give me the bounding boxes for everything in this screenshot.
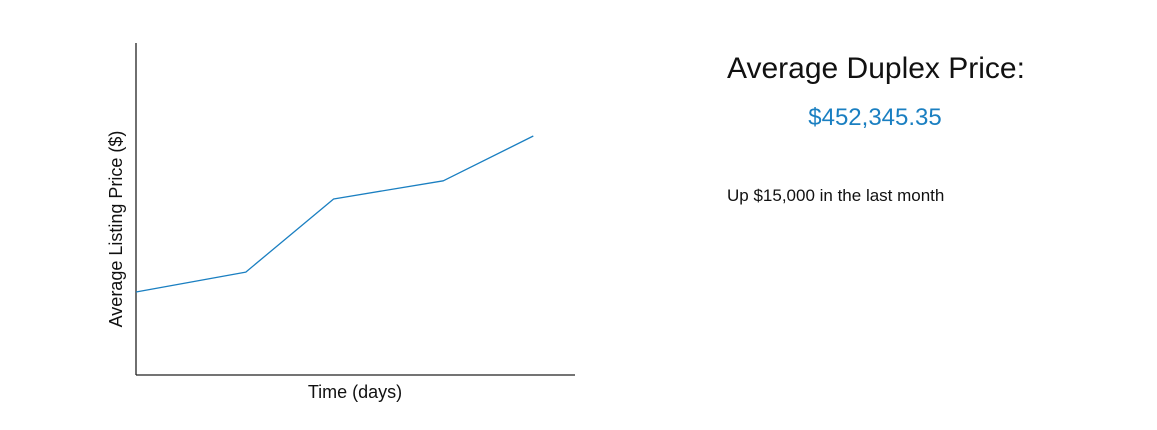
summary-title: Average Duplex Price:: [727, 52, 1025, 85]
x-axis-label: Time (days): [308, 382, 402, 402]
average-price-value: $452,345.35: [808, 104, 942, 131]
price-change-note: Up $15,000 in the last month: [727, 186, 945, 205]
price-trend-chart: Time (days) Average Listing Price ($): [106, 43, 575, 402]
y-axis-label: Average Listing Price ($): [106, 131, 126, 328]
price-series-line: [135, 135, 534, 293]
price-summary-panel: Average Duplex Price: $452,345.35 Up $15…: [727, 50, 1057, 207]
